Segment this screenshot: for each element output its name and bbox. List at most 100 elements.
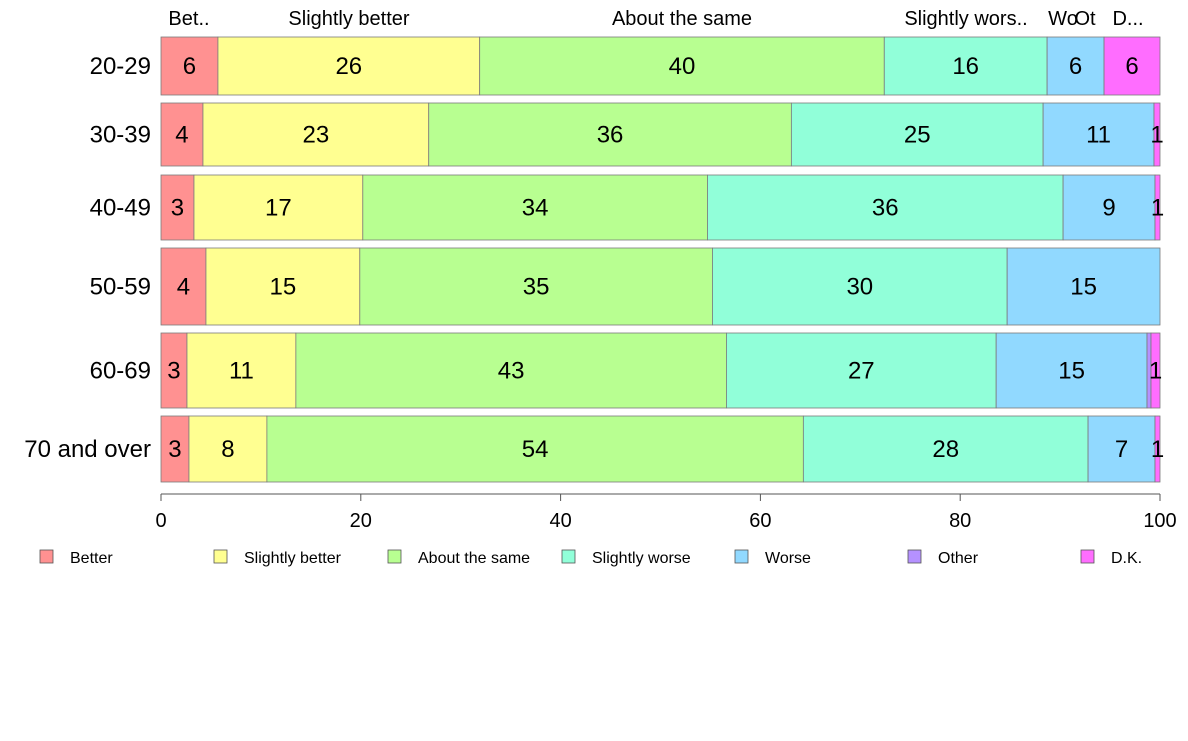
bar-segment — [479, 36, 885, 96]
legend-swatch — [39, 549, 54, 564]
legend-swatch — [561, 549, 576, 564]
bar-segment — [160, 332, 188, 409]
data-label: 27 — [848, 358, 875, 385]
data-label: 30 — [846, 274, 873, 301]
bar-segment — [160, 247, 207, 326]
data-label: 6 — [1069, 53, 1082, 80]
bar-segment — [802, 415, 1089, 483]
category-label: 70 and over — [24, 436, 151, 463]
bar-segment — [359, 247, 713, 326]
bar-segment — [726, 332, 997, 409]
bar-segment — [883, 36, 1048, 96]
bar-segment — [790, 102, 1044, 167]
data-label: 1 — [1151, 195, 1164, 222]
data-label: 15 — [1070, 274, 1097, 301]
data-label: 28 — [932, 436, 959, 463]
data-label: 15 — [270, 274, 297, 301]
x-tick-label: 20 — [350, 510, 372, 532]
bar-segment — [1153, 102, 1161, 167]
x-tick-label: 100 — [1143, 510, 1176, 532]
category-label: 40-49 — [90, 195, 151, 222]
bar-segment — [266, 415, 804, 483]
data-label: 3 — [171, 195, 184, 222]
data-label: 4 — [175, 122, 188, 149]
category-label: 50-59 — [90, 274, 151, 301]
legend-label: D.K. — [1111, 550, 1142, 567]
bar-segment — [295, 332, 727, 409]
bar-segment — [1154, 174, 1161, 241]
data-label: 35 — [523, 274, 550, 301]
data-label: 54 — [522, 436, 549, 463]
bar-segment — [160, 174, 195, 241]
legend-label: Better — [70, 550, 113, 567]
bar-segment — [1154, 415, 1161, 483]
data-label: 3 — [168, 436, 181, 463]
segment-header-label: D... — [1112, 8, 1143, 30]
bar-segment — [160, 36, 219, 96]
legend-swatch — [907, 549, 922, 564]
data-label: 4 — [177, 274, 190, 301]
segment-header-label: Bet.. — [168, 8, 209, 30]
legend-label: Worse — [765, 550, 811, 567]
data-label: 1 — [1149, 358, 1162, 385]
data-label: 7 — [1115, 436, 1128, 463]
bar-segment — [160, 102, 204, 167]
bar-segment — [160, 415, 190, 483]
data-label: 3 — [167, 358, 180, 385]
legend-swatch — [1080, 549, 1095, 564]
data-label: 1 — [1150, 122, 1163, 149]
data-label: 15 — [1058, 358, 1085, 385]
x-tick-label: 40 — [549, 510, 571, 532]
data-label: 11 — [1086, 122, 1111, 149]
legend-swatch — [213, 549, 228, 564]
segment-header-label: Slightly wors.. — [904, 8, 1027, 30]
data-label: 16 — [952, 53, 979, 80]
bar-segment — [1150, 332, 1161, 409]
data-label: 40 — [669, 53, 696, 80]
data-label: 11 — [229, 358, 254, 385]
bar-segment — [712, 247, 1008, 326]
category-label: 30-39 — [90, 122, 151, 149]
bar-segment — [1087, 415, 1156, 483]
bar-segment — [1046, 36, 1105, 96]
data-label: 23 — [302, 122, 329, 149]
legend-swatch — [734, 549, 749, 564]
category-label: 60-69 — [90, 358, 151, 385]
data-label: 36 — [872, 195, 899, 222]
bar-segment — [188, 415, 268, 483]
segment-header-label: About the same — [612, 8, 752, 30]
data-label: 43 — [498, 358, 525, 385]
x-tick-label: 60 — [749, 510, 771, 532]
bar-segment — [362, 174, 708, 241]
bar-segment — [707, 174, 1064, 241]
legend-swatch — [387, 549, 402, 564]
bar-segment — [205, 247, 361, 326]
bar-segment — [1006, 247, 1161, 326]
segment-header-label: Ot — [1074, 8, 1096, 30]
bar-segment — [995, 332, 1148, 409]
bar-segment — [428, 102, 792, 167]
bar-segment — [186, 332, 297, 409]
bar-segment — [202, 102, 430, 167]
x-tick-label: 80 — [949, 510, 971, 532]
data-label: 6 — [1125, 53, 1138, 80]
data-label: 8 — [221, 436, 234, 463]
data-label: 36 — [597, 122, 624, 149]
legend-label: Slightly better — [244, 550, 342, 567]
segment-header-label: Slightly better — [288, 8, 410, 30]
bar-segment — [217, 36, 481, 96]
data-label: 9 — [1102, 195, 1115, 222]
data-label: 6 — [183, 53, 196, 80]
bar-segment — [1103, 36, 1161, 96]
bar-segment — [193, 174, 364, 241]
legend-label: About the same — [418, 550, 530, 567]
data-label: 25 — [904, 122, 931, 149]
data-label: 1 — [1151, 436, 1164, 463]
legend-label: Other — [938, 550, 979, 567]
data-label: 26 — [335, 53, 362, 80]
category-label: 20-29 — [90, 53, 151, 80]
x-tick-label: 0 — [155, 510, 166, 532]
legend-label: Slightly worse — [592, 550, 691, 567]
